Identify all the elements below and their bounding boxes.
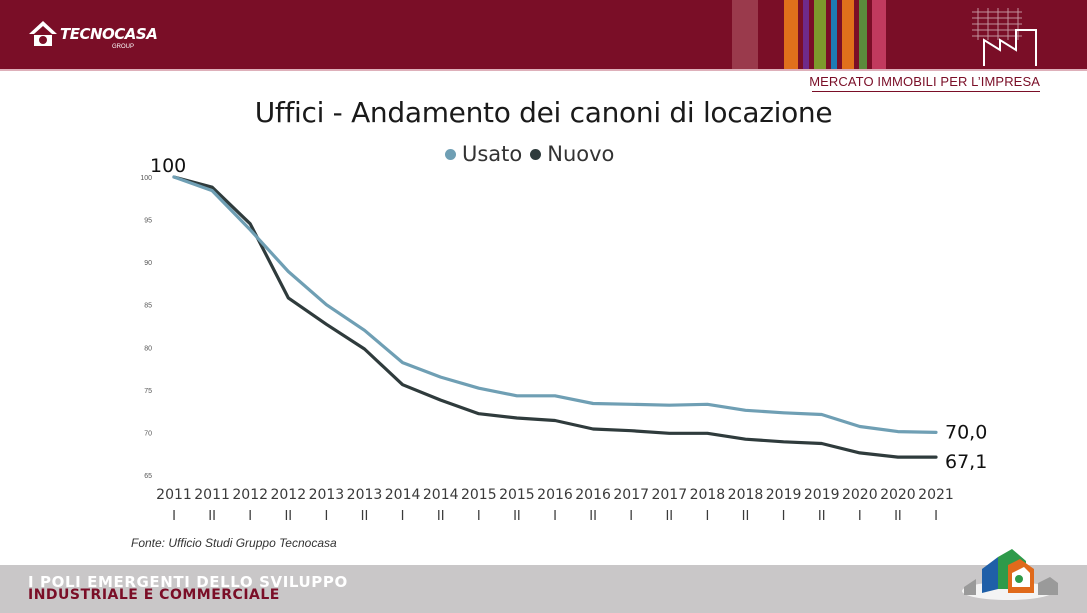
x-tick-year: 2013 bbox=[347, 487, 383, 503]
x-tick-semester: II bbox=[589, 509, 597, 524]
footer-bar bbox=[0, 565, 1087, 613]
x-tick-semester: II bbox=[742, 509, 750, 524]
x-tick-semester: I bbox=[477, 509, 481, 524]
x-tick-year: 2014 bbox=[423, 487, 459, 503]
header-stripe bbox=[732, 0, 758, 69]
x-tick-semester: I bbox=[172, 509, 176, 524]
section-label: MERCATO IMMOBILI PER L’IMPRESA bbox=[809, 74, 1040, 89]
x-tick-semester: II bbox=[361, 509, 369, 524]
x-tick-year: 2016 bbox=[575, 487, 611, 503]
y-tick-label: 75 bbox=[144, 388, 152, 395]
x-tick-semester: I bbox=[782, 509, 786, 524]
y-tick-label: 95 bbox=[144, 218, 152, 225]
color-stripes bbox=[732, 0, 886, 69]
header-stripe bbox=[803, 0, 809, 69]
source-note: Fonte: Ufficio Studi Gruppo Tecnocasa bbox=[131, 536, 337, 550]
legend-dot-nuovo bbox=[530, 148, 542, 160]
x-tick-semester: I bbox=[401, 509, 405, 524]
header-stripe bbox=[814, 0, 826, 69]
header-divider bbox=[0, 69, 1087, 71]
tecnocasa-logo: TECNOCASA bbox=[28, 20, 158, 48]
x-tick-year: 2019 bbox=[766, 487, 802, 503]
header-stripe bbox=[763, 0, 779, 69]
header-stripe bbox=[784, 0, 798, 69]
brand-name: TECNOCASA bbox=[60, 25, 158, 43]
x-tick-semester: I bbox=[248, 509, 252, 524]
end-value-label-nuovo: 67,1 bbox=[945, 451, 987, 473]
x-tick-semester: I bbox=[553, 509, 557, 524]
x-tick-year: 2019 bbox=[804, 487, 840, 503]
series-line-usato bbox=[172, 175, 938, 434]
legend-label-nuovo: Nuovo bbox=[547, 142, 615, 166]
x-tick-year: 2011 bbox=[194, 487, 230, 503]
x-tick-year: 2020 bbox=[842, 487, 878, 503]
x-tick-semester: II bbox=[284, 509, 292, 524]
y-tick-label: 85 bbox=[144, 303, 152, 310]
section-underline bbox=[812, 91, 1040, 92]
legend-item-usato: Usato bbox=[445, 142, 522, 166]
x-tick-semester: II bbox=[665, 509, 673, 524]
x-tick-year: 2012 bbox=[270, 487, 306, 503]
x-tick-year: 2017 bbox=[613, 487, 649, 503]
x-tick-year: 2018 bbox=[728, 487, 764, 503]
footer-title: I POLI EMERGENTI DELLO SVILUPPO bbox=[28, 573, 348, 591]
header-stripe bbox=[859, 0, 867, 69]
x-tick-semester: II bbox=[437, 509, 445, 524]
x-tick-year: 2016 bbox=[537, 487, 573, 503]
series-line-nuovo bbox=[172, 175, 938, 459]
legend-label-usato: Usato bbox=[462, 142, 523, 166]
start-value-label: 100 bbox=[150, 155, 186, 177]
x-tick-year: 2017 bbox=[651, 487, 687, 503]
y-tick-label: 70 bbox=[144, 430, 152, 437]
x-tick-semester: II bbox=[208, 509, 216, 524]
x-tick-year: 2015 bbox=[461, 487, 497, 503]
x-tick-semester: II bbox=[513, 509, 521, 524]
x-tick-year: 2021 bbox=[918, 487, 954, 503]
header-stripe bbox=[831, 0, 837, 69]
x-tick-semester: I bbox=[324, 509, 328, 524]
x-tick-semester: II bbox=[818, 509, 826, 524]
x-tick-year: 2020 bbox=[880, 487, 916, 503]
x-tick-year: 2013 bbox=[309, 487, 345, 503]
y-tick-label: 100 bbox=[140, 175, 152, 182]
end-value-label-usato: 70,0 bbox=[945, 421, 987, 443]
footer-subtitle: INDUSTRIALE E COMMERCIALE bbox=[28, 587, 280, 603]
x-tick-year: 2011 bbox=[156, 487, 192, 503]
x-tick-year: 2018 bbox=[690, 487, 726, 503]
header-stripe bbox=[842, 0, 854, 69]
chart-title: Uffici - Andamento dei canoni di locazio… bbox=[254, 96, 833, 129]
header-stripe bbox=[872, 0, 886, 69]
poli-logo-icon bbox=[962, 549, 1058, 600]
x-tick-semester: I bbox=[629, 509, 633, 524]
building-icon bbox=[972, 8, 1037, 66]
x-tick-year: 2012 bbox=[232, 487, 268, 503]
y-tick-label: 65 bbox=[144, 473, 152, 480]
x-tick-year: 2015 bbox=[499, 487, 535, 503]
brand-sub: GROUP bbox=[112, 44, 135, 50]
house-logo-icon bbox=[29, 21, 57, 46]
legend-item-nuovo: Nuovo bbox=[530, 142, 614, 166]
y-tick-label: 80 bbox=[144, 345, 152, 352]
x-tick-semester: II bbox=[894, 509, 902, 524]
header-bar bbox=[0, 0, 1087, 69]
y-tick-label: 90 bbox=[144, 260, 152, 267]
x-tick-semester: I bbox=[858, 509, 862, 524]
x-tick-semester: I bbox=[705, 509, 709, 524]
x-tick-semester: I bbox=[934, 509, 938, 524]
chart-legend: Usato Nuovo bbox=[445, 142, 622, 166]
legend-dot-usato bbox=[445, 148, 456, 160]
x-tick-year: 2014 bbox=[385, 487, 421, 503]
